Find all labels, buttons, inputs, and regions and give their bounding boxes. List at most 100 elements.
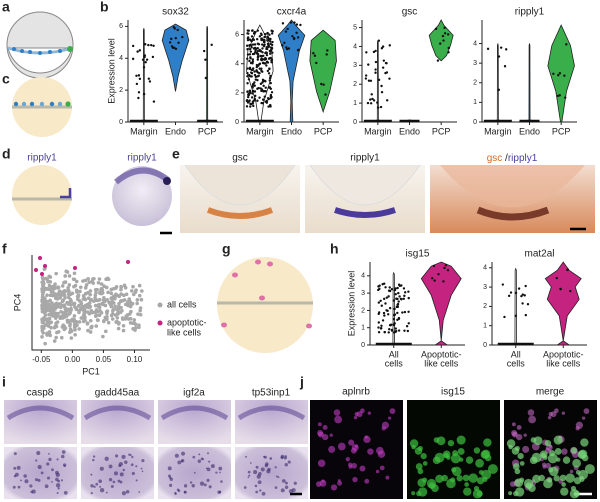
cell-dot bbox=[264, 86, 267, 89]
stain-spot bbox=[283, 456, 287, 460]
cell-dot bbox=[257, 74, 260, 78]
cell-dot bbox=[109, 291, 114, 296]
fluor-spot bbox=[317, 422, 322, 427]
cell-dot bbox=[246, 48, 249, 51]
stain-spot bbox=[51, 481, 53, 483]
fluor-spot bbox=[317, 459, 326, 467]
cell-dot bbox=[59, 335, 64, 340]
cell-dot bbox=[251, 86, 254, 89]
cell-dot bbox=[514, 291, 518, 295]
cell-dot bbox=[58, 302, 63, 306]
cell-dot bbox=[387, 289, 391, 292]
cell-dot bbox=[312, 52, 315, 55]
x-tick-label: Endo bbox=[281, 126, 302, 136]
cell-dot bbox=[322, 83, 325, 86]
cell-dot bbox=[381, 66, 385, 69]
cell-dot bbox=[67, 312, 71, 316]
stain-spot bbox=[13, 466, 17, 470]
cell-dot bbox=[59, 293, 64, 297]
cell-dot bbox=[366, 101, 370, 105]
stain-spot bbox=[287, 460, 291, 464]
cell-dot bbox=[55, 320, 60, 324]
apoptotic-dot bbox=[40, 272, 44, 276]
stain-band bbox=[237, 405, 306, 421]
cell-dot bbox=[44, 287, 49, 292]
cell-dot bbox=[54, 324, 59, 329]
cell-dot bbox=[202, 49, 206, 53]
stain-spot bbox=[174, 453, 179, 458]
stain-spot bbox=[193, 471, 196, 474]
stain-spot bbox=[169, 483, 173, 487]
cell-dot bbox=[260, 89, 263, 93]
stain-spot bbox=[122, 468, 125, 472]
fluor-spot bbox=[359, 465, 366, 472]
cell-dot bbox=[170, 37, 173, 41]
cell-dot bbox=[364, 77, 368, 80]
cell-dot bbox=[137, 91, 141, 94]
cell-dot bbox=[563, 74, 566, 77]
cell-dot bbox=[173, 46, 176, 49]
cell-dot bbox=[250, 35, 254, 38]
cell-dot bbox=[444, 264, 448, 267]
cell-dot bbox=[246, 71, 249, 75]
cell-dot bbox=[256, 56, 260, 59]
cell-dot bbox=[441, 34, 445, 38]
cell-dot bbox=[380, 90, 384, 94]
cell-dot bbox=[265, 51, 269, 55]
fluor-spot bbox=[569, 469, 574, 474]
cell-dot bbox=[396, 318, 399, 322]
cell-dot bbox=[281, 22, 285, 25]
cell-dot bbox=[324, 93, 327, 96]
cell-dot bbox=[62, 310, 66, 315]
cell-dot bbox=[87, 280, 91, 285]
cell-dot bbox=[268, 52, 272, 55]
cell-dot bbox=[248, 75, 252, 78]
cell-dot bbox=[150, 43, 153, 47]
cell-dot bbox=[86, 276, 90, 281]
stain-spot bbox=[198, 453, 201, 456]
cell-dot bbox=[137, 283, 142, 288]
stain-spot bbox=[208, 460, 211, 463]
stain-spot bbox=[31, 489, 36, 494]
cell-dot bbox=[255, 65, 259, 69]
cell-dot bbox=[367, 79, 371, 82]
cell-dot bbox=[134, 288, 138, 292]
stain-spot bbox=[247, 470, 251, 474]
panel-label: d bbox=[2, 146, 11, 162]
stain-spot bbox=[280, 488, 285, 493]
violin bbox=[428, 19, 454, 62]
fluor-spot bbox=[465, 456, 474, 464]
fluor-spot bbox=[330, 484, 338, 491]
stain-spot bbox=[218, 490, 222, 494]
cell-dot bbox=[138, 77, 142, 81]
cell-dot bbox=[263, 43, 266, 46]
cell-dot bbox=[433, 279, 436, 282]
cell-dot bbox=[439, 42, 442, 45]
cell-dot bbox=[204, 58, 207, 61]
stain-spot bbox=[48, 457, 52, 462]
fluor-spot bbox=[411, 491, 416, 496]
cell-dot bbox=[443, 32, 447, 35]
x-tick-label: -0.05 bbox=[32, 355, 51, 364]
cell-dot bbox=[105, 309, 110, 313]
cell-dot bbox=[49, 290, 54, 294]
cell-dot bbox=[377, 285, 380, 288]
images-i bbox=[4, 400, 308, 499]
x-tick-label: PCP bbox=[198, 126, 217, 136]
cell-dot bbox=[385, 309, 388, 312]
apoptotic-dot bbox=[34, 268, 38, 272]
cell-dot bbox=[385, 296, 389, 299]
cell-dot bbox=[74, 306, 78, 310]
cell-dot bbox=[55, 296, 60, 301]
stain-spot bbox=[44, 484, 49, 489]
cell-dot bbox=[281, 44, 284, 47]
fluor-spot bbox=[315, 481, 322, 487]
fluor-spot bbox=[573, 477, 582, 485]
cell-dot bbox=[271, 51, 274, 54]
cell-dot bbox=[566, 268, 569, 272]
cell-dot bbox=[264, 100, 267, 103]
cell-dot bbox=[70, 291, 75, 296]
cell-dot bbox=[131, 44, 135, 48]
cell-dot bbox=[52, 339, 57, 343]
fluor-spot bbox=[515, 487, 525, 497]
